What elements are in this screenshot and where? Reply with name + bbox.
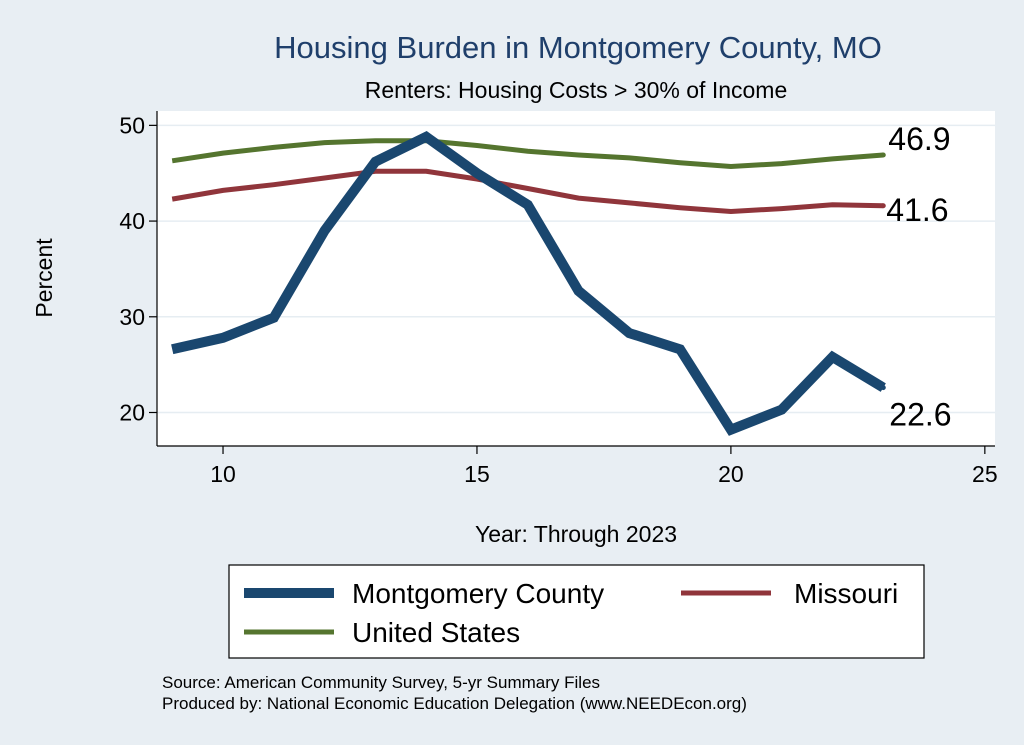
legend-box xyxy=(228,564,925,659)
legend-label-united-states: United States xyxy=(352,617,520,648)
end-label-montgomery-county: 22.6 xyxy=(889,397,951,433)
x-tick-label: 20 xyxy=(718,461,744,487)
x-tick-label: 25 xyxy=(972,461,998,487)
x-tick-label: 15 xyxy=(464,461,490,487)
end-labels: 22.6 41.6 46.9 xyxy=(886,121,951,433)
y-tick-label: 20 xyxy=(119,400,145,426)
end-point-montgomery-county xyxy=(880,385,886,391)
chart-title: Housing Burden in Montgomery County, MO xyxy=(274,30,882,65)
x-axis-ticks: 10 15 20 25 xyxy=(210,446,998,487)
series-line-united-states xyxy=(171,138,884,170)
produced-note: Produced by: National Economic Education… xyxy=(162,694,747,713)
y-axis-title: Percent xyxy=(31,238,57,318)
end-label-united-states: 46.9 xyxy=(888,121,950,157)
chart-subtitle: Renters: Housing Costs > 30% of Income xyxy=(365,77,788,103)
y-tick-label: 30 xyxy=(119,304,145,330)
end-point-united-states xyxy=(880,152,886,158)
series-layer xyxy=(171,130,886,436)
legend: Montgomery County Missouri United States xyxy=(228,564,925,659)
y-axis-ticks: 20 30 40 50 xyxy=(119,112,157,426)
series-line-montgomery-county xyxy=(171,130,886,436)
x-tick-label: 10 xyxy=(210,461,236,487)
y-tick-label: 50 xyxy=(119,112,145,138)
x-axis-title: Year: Through 2023 xyxy=(475,521,677,547)
y-tick-label: 40 xyxy=(119,208,145,234)
source-note: Source: American Community Survey, 5-yr … xyxy=(162,673,600,692)
end-label-missouri: 41.6 xyxy=(886,192,948,228)
legend-label-missouri: Missouri xyxy=(794,578,898,609)
series-line-missouri xyxy=(171,168,884,215)
end-point-missouri xyxy=(880,203,886,209)
grid-lines xyxy=(157,124,995,414)
legend-label-montgomery-county: Montgomery County xyxy=(352,578,604,609)
